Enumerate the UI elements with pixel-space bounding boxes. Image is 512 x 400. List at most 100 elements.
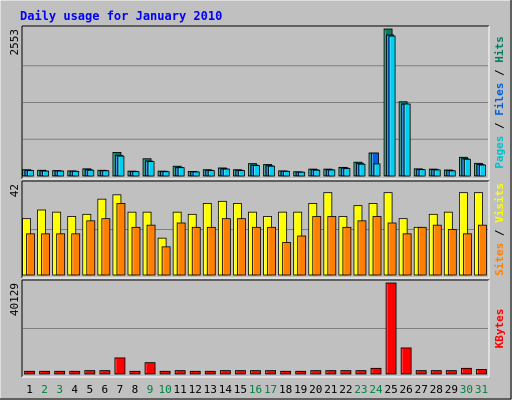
- panel-visits-ymax-label: 42: [8, 184, 21, 197]
- bar-pages-day-13: [207, 170, 215, 177]
- bar-pages-day-22: [343, 168, 351, 177]
- bar-sites-day-26: [402, 233, 412, 276]
- bar-kbytes-day-5: [84, 370, 96, 375]
- bar-kbytes-day-7: [114, 357, 126, 375]
- bar-pages-day-8: [132, 171, 140, 177]
- bar-kbytes-day-4: [69, 370, 81, 375]
- bar-kbytes-day-25: [385, 282, 397, 375]
- x-tick-label-day-2: 2: [41, 383, 48, 396]
- bar-pages-day-15: [238, 170, 245, 177]
- panel-sites-visits: 42 Sites / Visits: [8, 180, 506, 279]
- bar-kbytes-day-22: [340, 370, 352, 375]
- bar-pages-day-31: [479, 164, 486, 177]
- bar-sites-day-14: [221, 218, 231, 276]
- x-tick-label-day-20: 20: [309, 383, 322, 396]
- bar-kbytes-day-19: [295, 370, 307, 375]
- panel-kbytes: 40129 KBytes: [8, 279, 506, 378]
- panel-kbytes-ymax-label: 40129: [8, 283, 21, 316]
- bar-kbytes-day-29: [445, 370, 457, 375]
- bar-pages-day-2: [42, 170, 49, 177]
- x-tick-label-day-5: 5: [86, 383, 93, 396]
- x-tick-label-day-28: 28: [430, 383, 443, 396]
- bar-kbytes-day-16: [250, 370, 261, 375]
- bar-sites-day-28: [432, 224, 442, 276]
- panel-hits-files-pages: 2553 Pages / Files / Hits: [8, 25, 506, 180]
- bar-sites-day-3: [56, 233, 66, 276]
- bar-sites-day-29: [447, 229, 457, 276]
- ylabel-sep-2: /: [493, 63, 506, 83]
- x-tick-label-day-4: 4: [71, 383, 78, 396]
- bar-sites-day-13: [206, 226, 216, 276]
- bar-sites-day-25: [387, 222, 397, 276]
- bar-sites-day-6: [101, 218, 111, 276]
- bar-sites-day-15: [237, 218, 246, 276]
- bar-sites-day-23: [357, 220, 367, 276]
- bar-kbytes-day-21: [325, 370, 337, 375]
- x-tick-label-day-14: 14: [219, 383, 233, 396]
- panel-hits-ylabel: Pages / Files / Hits: [493, 36, 506, 169]
- bar-pages-day-14: [222, 168, 230, 177]
- bar-kbytes-day-17: [265, 370, 276, 375]
- bar-kbytes-day-12: [189, 370, 201, 375]
- bar-pages-day-17: [268, 165, 275, 177]
- x-tick-label-day-22: 22: [339, 383, 352, 396]
- bar-kbytes-day-31: [476, 369, 487, 375]
- bar-kbytes-day-15: [235, 370, 246, 375]
- bar-sites-day-19: [297, 235, 307, 276]
- bar-pages-day-25: [388, 35, 396, 177]
- bar-pages-day-19: [298, 171, 306, 177]
- ylabel-visits: Visits: [493, 183, 506, 223]
- panel-kbytes-bars: [24, 282, 487, 375]
- bar-sites-day-22: [342, 226, 352, 276]
- x-tick-label-day-7: 7: [117, 383, 124, 396]
- bar-kbytes-day-13: [204, 370, 216, 375]
- x-tick-label-day-17: 17: [264, 383, 277, 396]
- bar-kbytes-day-26: [400, 347, 412, 375]
- bar-pages-day-9: [147, 161, 155, 177]
- x-tick-label-day-26: 26: [400, 383, 413, 396]
- bar-sites-day-4: [71, 233, 81, 276]
- bar-kbytes-day-10: [159, 370, 171, 375]
- bar-kbytes-day-28: [430, 370, 442, 375]
- x-tick-label-day-30: 30: [460, 383, 473, 396]
- bar-pages-day-3: [57, 170, 65, 177]
- x-tick-label-day-25: 25: [384, 383, 397, 396]
- bar-sites-day-17: [267, 226, 276, 276]
- bar-sites-day-30: [463, 233, 472, 276]
- panel-kbytes-ylabel: KBytes: [493, 309, 506, 349]
- ylabel-sep-3: /: [493, 223, 506, 243]
- bar-kbytes-day-1: [24, 370, 35, 375]
- bar-sites-day-24: [372, 216, 382, 276]
- bar-pages-day-12: [192, 171, 200, 177]
- x-tick-label-day-31: 31: [475, 383, 488, 396]
- panel-visits-bars: [22, 192, 487, 276]
- bar-sites-day-9: [146, 224, 156, 276]
- bar-pages-day-20: [313, 169, 321, 177]
- panel-visits-ylabel: Sites / Visits: [493, 183, 506, 276]
- bar-kbytes-day-27: [415, 370, 427, 375]
- bar-pages-day-30: [464, 158, 471, 177]
- x-tick-label-day-9: 9: [147, 383, 154, 396]
- bar-pages-day-16: [253, 165, 260, 177]
- x-tick-label-day-16: 16: [249, 383, 262, 396]
- bar-kbytes-day-6: [99, 370, 111, 375]
- bar-pages-day-11: [177, 167, 185, 177]
- bar-sites-day-10: [161, 246, 171, 276]
- bar-pages-day-18: [283, 170, 291, 177]
- bar-pages-day-6: [102, 170, 110, 177]
- ylabel-files: Files: [493, 83, 506, 116]
- bar-pages-day-5: [87, 169, 95, 177]
- bar-kbytes-day-2: [39, 370, 50, 375]
- ylabel-sep-1: /: [493, 116, 506, 136]
- bar-kbytes-day-24: [370, 367, 382, 375]
- x-tick-label-day-27: 27: [415, 383, 428, 396]
- chart-title: Daily usage for January 2010: [20, 9, 222, 23]
- bar-pages-day-28: [433, 169, 441, 177]
- bar-sites-day-8: [131, 226, 141, 276]
- bar-pages-day-24: [373, 163, 381, 177]
- ylabel-kbytes: KBytes: [493, 309, 506, 349]
- bar-kbytes-day-23: [355, 370, 367, 375]
- bar-sites-day-16: [252, 226, 261, 276]
- bar-kbytes-day-8: [129, 370, 141, 375]
